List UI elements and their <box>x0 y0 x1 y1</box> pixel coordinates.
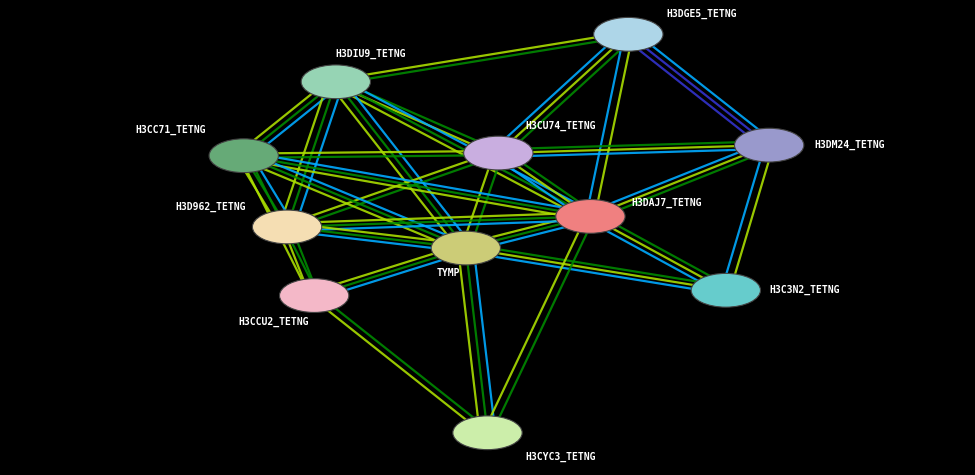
Text: TYMP: TYMP <box>437 268 460 278</box>
Circle shape <box>209 139 279 172</box>
Text: H3DM24_TETNG: H3DM24_TETNG <box>815 140 885 150</box>
Text: H3D962_TETNG: H3D962_TETNG <box>176 202 246 212</box>
Text: H3CU74_TETNG: H3CU74_TETNG <box>526 121 596 131</box>
Text: H3CC71_TETNG: H3CC71_TETNG <box>136 125 206 135</box>
Text: H3DIU9_TETNG: H3DIU9_TETNG <box>335 49 407 59</box>
Text: H3DAJ7_TETNG: H3DAJ7_TETNG <box>632 198 702 209</box>
Text: H3CYC3_TETNG: H3CYC3_TETNG <box>526 451 596 462</box>
Circle shape <box>464 136 533 170</box>
Text: H3DGE5_TETNG: H3DGE5_TETNG <box>666 9 737 19</box>
Circle shape <box>431 231 500 265</box>
Circle shape <box>594 18 663 51</box>
Circle shape <box>452 416 523 450</box>
Circle shape <box>253 210 322 244</box>
Circle shape <box>556 200 625 233</box>
Circle shape <box>734 128 803 162</box>
Text: H3CCU2_TETNG: H3CCU2_TETNG <box>238 317 309 327</box>
Circle shape <box>280 279 349 313</box>
Circle shape <box>691 274 760 307</box>
Text: H3C3N2_TETNG: H3C3N2_TETNG <box>769 285 839 295</box>
Circle shape <box>301 65 370 99</box>
